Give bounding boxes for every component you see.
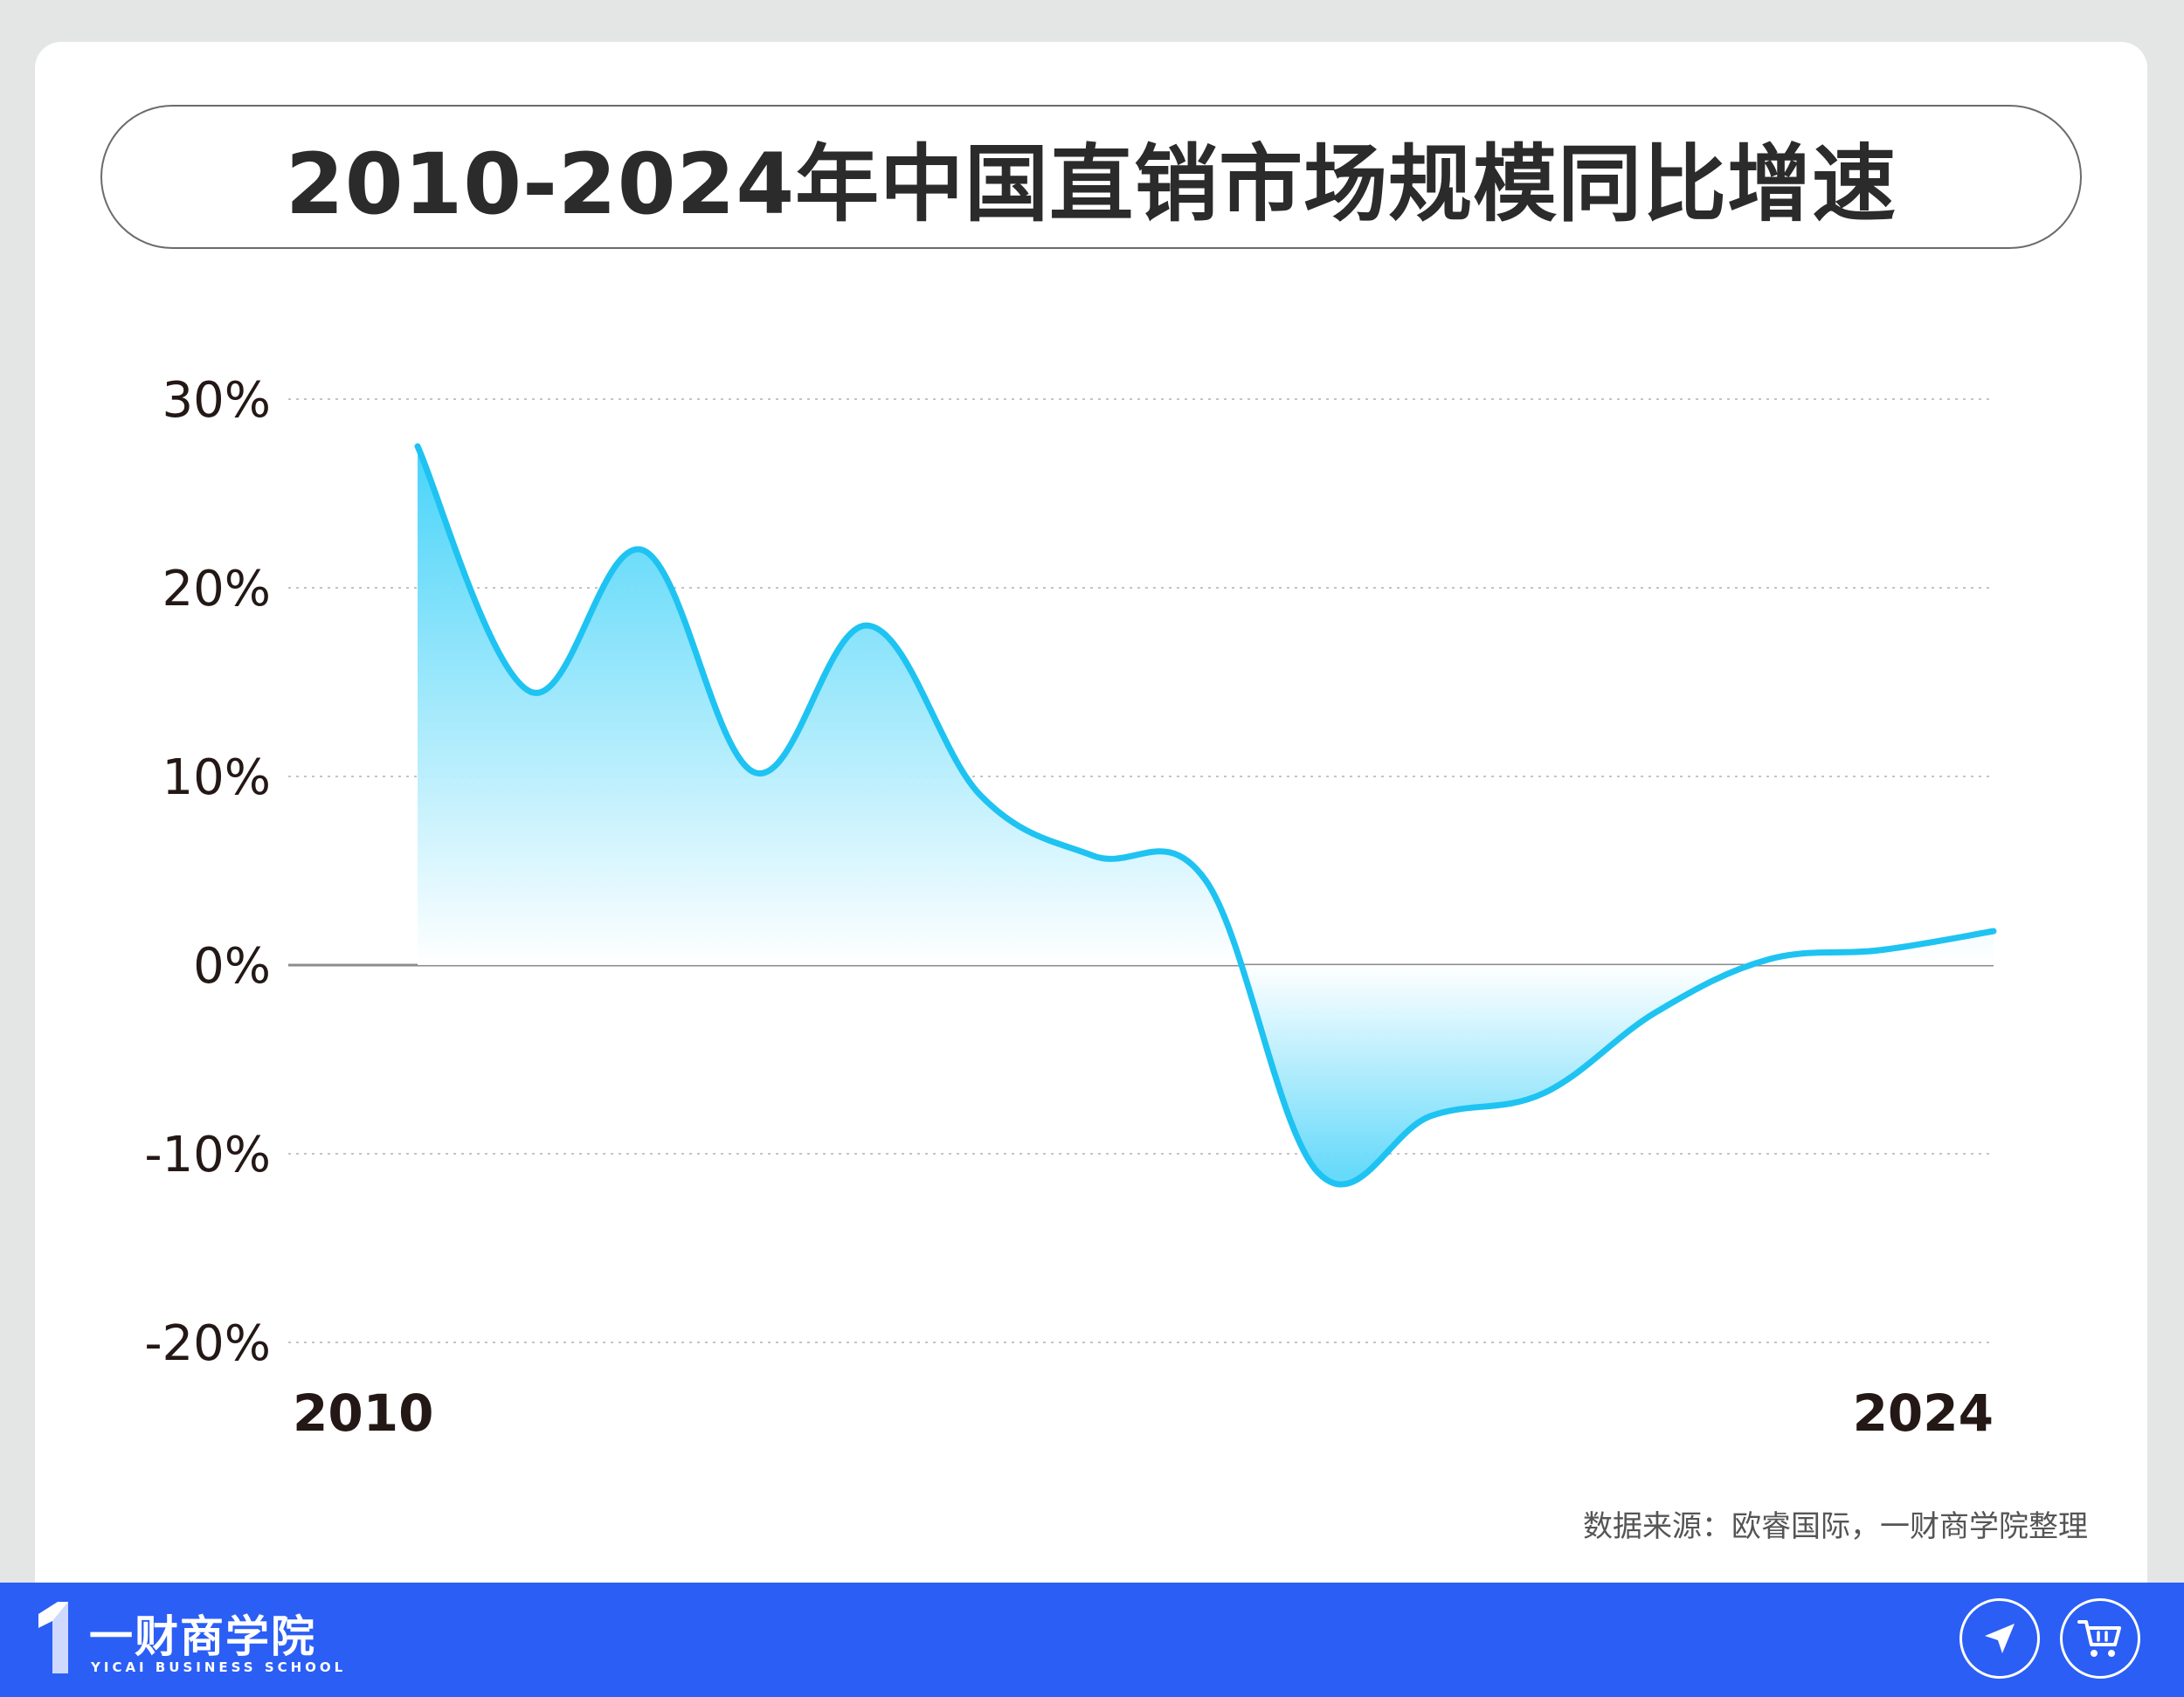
y-tick-label: 0% <box>193 938 271 995</box>
share-button[interactable] <box>1959 1598 2040 1679</box>
x-tick-label: 2010 <box>293 1383 433 1443</box>
data-point <box>1765 956 1772 963</box>
brand-name-cn: 一财商学院 <box>89 1611 316 1662</box>
x-tick-label: 2024 <box>1853 1383 1994 1443</box>
data-point <box>1540 1090 1547 1097</box>
brand-name-en: YICAI BUSINESS SCHOOL <box>91 1659 347 1675</box>
area-fill-negative <box>418 965 1994 1185</box>
data-point <box>1089 852 1096 859</box>
data-point <box>977 792 984 799</box>
series-line <box>414 443 1997 1188</box>
data-point <box>1652 1009 1659 1016</box>
y-axis-ticks: 30% 20% 10% 0% -10% -20% <box>144 372 271 1372</box>
area-fills <box>418 446 1994 1185</box>
y-tick-label: 10% <box>162 749 271 806</box>
area-fill-positive <box>418 446 1994 965</box>
x-axis-ticks: 2010 2024 <box>293 1383 1994 1443</box>
y-tick-label: 30% <box>162 372 271 429</box>
data-point <box>752 769 759 776</box>
data-point <box>1990 928 1997 935</box>
data-point <box>414 443 421 450</box>
logo-one-icon <box>38 1602 68 1673</box>
data-point <box>639 547 646 554</box>
series-line-layer <box>414 443 1997 1188</box>
data-source-note: 数据来源：欧睿国际，一财商学院整理 <box>1583 1509 2088 1544</box>
data-point <box>527 688 534 695</box>
y-tick-label: 20% <box>162 561 271 617</box>
shop-button[interactable] <box>2060 1598 2140 1679</box>
chart-title: 2010-2024年中国直销市场规模同比增速 <box>285 135 1897 233</box>
data-point <box>1315 1169 1322 1176</box>
send-arrow-icon <box>1985 1624 2015 1653</box>
data-point <box>1877 947 1884 954</box>
shopping-cart-icon <box>2077 1620 2121 1657</box>
y-tick-label: -10% <box>144 1127 271 1183</box>
title-banner: 2010-2024年中国直销市场规模同比增速 <box>100 105 2082 249</box>
data-point <box>1427 1113 1434 1120</box>
brand-footer: 一财商学院 YICAI BUSINESS SCHOOL <box>0 1583 2184 1697</box>
y-tick-label: -20% <box>144 1315 271 1372</box>
data-point <box>864 622 871 629</box>
data-point <box>1202 877 1209 884</box>
